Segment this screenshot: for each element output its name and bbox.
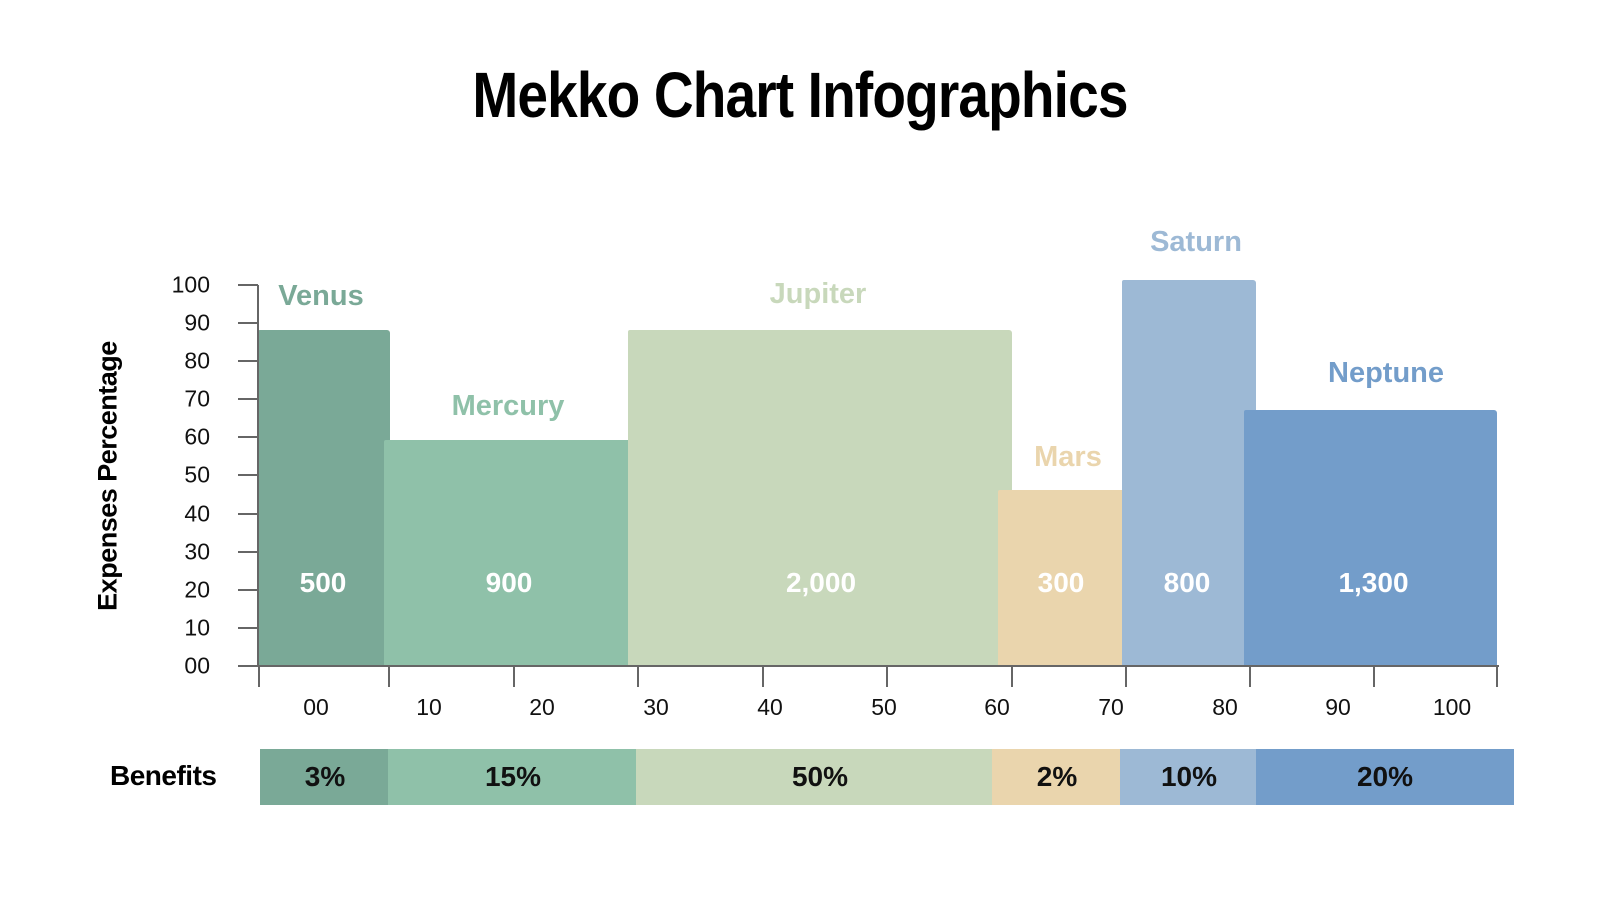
benefit-mercury: 15% [388,749,638,805]
x-tick [637,665,639,687]
y-axis [257,285,259,667]
x-tick-label: 00 [303,694,329,720]
x-tick [1125,665,1127,687]
x-tick [762,665,764,687]
y-tick [238,436,258,438]
bar-label-saturn: Saturn [1150,226,1242,258]
x-tick-label: 10 [416,694,442,720]
x-tick [1249,665,1251,687]
bar-label-neptune: Neptune [1328,357,1444,389]
bar-value-neptune: 1,300 [1250,0,1497,900]
benefit-value: 15% [484,761,542,792]
x-tick-label: 70 [1098,694,1124,720]
x-tick-label: 60 [984,694,1010,720]
y-tick-label: 50 [184,461,210,488]
y-tick-label: 10 [184,614,210,641]
bar-value: 800 [1163,567,1211,598]
x-tick-label: 20 [529,694,555,720]
y-axis-label: Expenses Percentage [92,341,123,611]
benefit-jupiter: 50% [636,749,1004,805]
x-tick-label: 50 [871,694,897,720]
y-tick-label: 20 [184,576,210,603]
y-tick [238,322,258,324]
x-tick-label: 90 [1325,694,1351,720]
y-tick-label: 80 [184,347,210,374]
bar-value-saturn: 800 [1122,0,1252,900]
bar-label-mars: Mars [1034,441,1102,473]
benefit-venus: 3% [260,749,390,805]
bar-value: 2,000 [785,567,857,598]
benefit-value: 50% [791,761,849,792]
bar-label-jupiter: Jupiter [769,278,867,310]
y-tick [238,513,258,515]
y-tick [238,627,258,629]
benefit-value: 20% [1356,761,1414,792]
benefit-value: 2% [1036,761,1078,792]
y-tick-label: 90 [184,309,210,336]
y-tick-label: 00 [184,652,210,679]
x-tick [513,665,515,687]
bar-value: 300 [1037,567,1085,598]
x-tick [886,665,888,687]
bar-value: 900 [485,567,533,598]
x-tick [1373,665,1375,687]
y-tick-label: 40 [184,500,210,527]
chart-title: Mekko Chart Infographics [472,59,1128,131]
bar-mercury [384,440,632,666]
y-tick [238,284,258,286]
x-tick [258,665,260,687]
bar-neptune [1244,410,1497,666]
bar-value-mercury: 900 [388,0,630,900]
y-tick [238,398,258,400]
y-tick [238,551,258,553]
bar-label-venus: Venus [278,280,364,312]
benefit-mars: 2% [992,749,1122,805]
y-tick [238,474,258,476]
x-tick [388,665,390,687]
x-axis [238,665,1499,667]
x-tick [1496,665,1498,687]
x-tick-label: 80 [1212,694,1238,720]
bar-value: 1,300 [1338,567,1409,598]
y-tick [238,589,258,591]
bar-jupiter [628,330,1012,666]
y-tick-label: 30 [184,538,210,565]
y-tick-label: 70 [184,385,210,412]
x-tick-label: 30 [643,694,669,720]
benefit-value: 3% [304,761,346,792]
bar-value-mars: 300 [998,0,1124,900]
bar-mars [998,490,1126,666]
bar-value: 500 [299,567,347,598]
x-tick-label: 40 [757,694,783,720]
bar-saturn [1122,280,1256,666]
x-tick-label: 100 [1432,694,1472,720]
bar-venus [258,330,390,666]
bar-value-jupiter: 2,000 [630,0,1012,900]
bar-value-venus: 500 [258,0,388,900]
benefit-neptune: 20% [1256,749,1514,805]
x-tick [1011,665,1013,687]
benefit-saturn: 10% [1120,749,1258,805]
y-tick-label: 100 [171,271,210,298]
y-tick-label: 60 [184,423,210,450]
y-tick [238,360,258,362]
benefit-value: 10% [1160,761,1218,792]
bar-label-mercury: Mercury [451,390,565,422]
benefits-row-label: Benefits [110,760,217,791]
